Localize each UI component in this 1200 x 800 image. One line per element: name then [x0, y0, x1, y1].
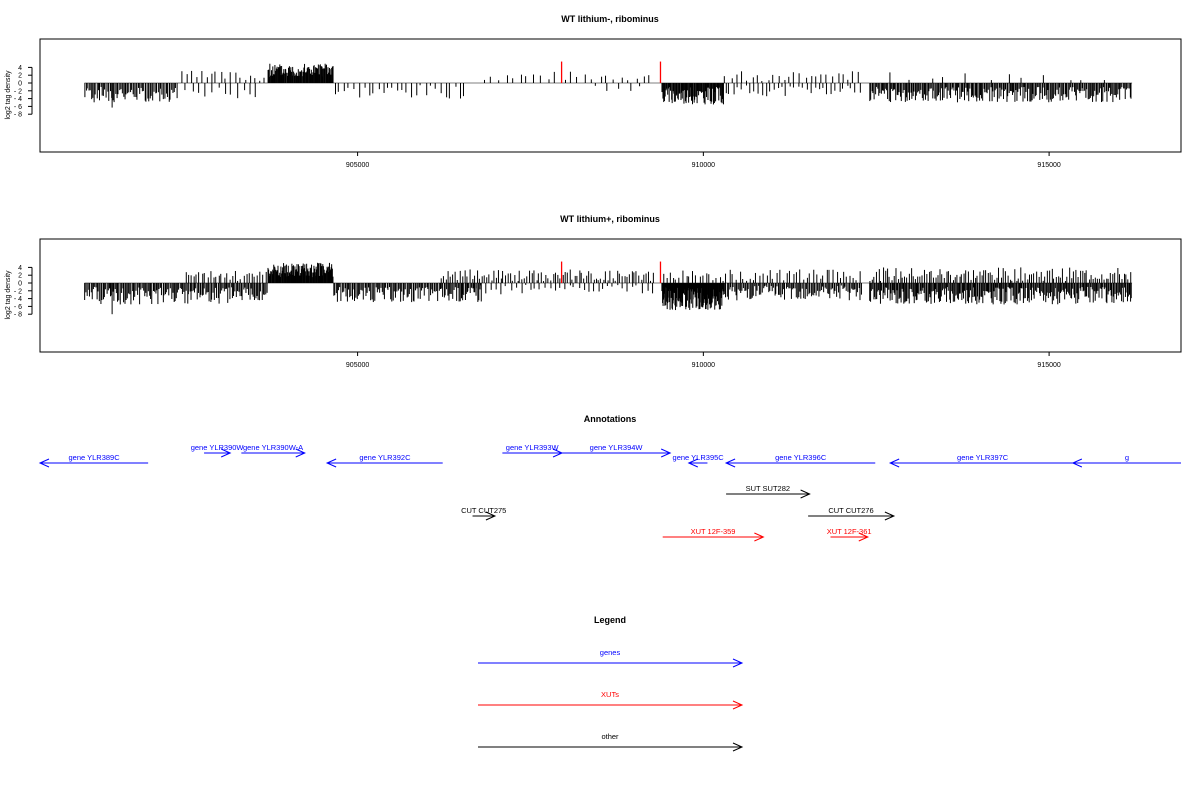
track-panel-lithium-minus: WT lithium-, ribominus log2 tag density … [5, 14, 1182, 169]
y-tick-label: 2 [18, 73, 22, 80]
legend-arrow-head [732, 700, 744, 710]
annotation-feature: gene YLR395C [673, 453, 725, 468]
legend-panel: Legend genes XUTs other [478, 615, 744, 752]
arrow-head [754, 532, 765, 542]
legend-label: genes [600, 648, 621, 657]
feature-label: gene YLR393W [506, 443, 560, 452]
feature-label: gene YLR390W-A [243, 443, 303, 452]
legend-entry: genes [478, 648, 744, 668]
plot-frame [39, 238, 1182, 353]
arrow-head [220, 448, 232, 458]
x-axis: 905000 910000 915000 [346, 152, 1061, 169]
legend-label: XUTs [601, 690, 619, 699]
annotations-title: Annotations [584, 414, 637, 424]
feature-label: gene YLR390W [191, 443, 245, 452]
annotation-feature: CUT CUT276 [808, 506, 896, 521]
y-tick-label: - 6 [14, 304, 22, 311]
annotation-feature: gene YLR396C [724, 453, 876, 468]
annotation-feature: gene YLR392C [325, 453, 443, 468]
annotation-feature: g [1071, 453, 1181, 468]
arrow-head [888, 458, 900, 468]
y-tick-label: - 4 [14, 96, 22, 103]
annotation-feature: CUT CUT275 [461, 506, 506, 521]
legend-arrow-head [732, 742, 744, 752]
feature-label: XUT 12F-361 [827, 527, 872, 536]
legend-entry: XUTs [478, 690, 744, 710]
feature-label: gene YLR396C [775, 453, 827, 462]
arrow-head [1071, 458, 1083, 468]
arrow-head [858, 532, 870, 542]
annotation-feature: XUT 12F-359 [662, 527, 765, 542]
feature-label: CUT CUT276 [828, 506, 873, 515]
annotation-feature: gene YLR390W-A [241, 443, 306, 458]
data-bars [84, 61, 1133, 108]
x-tick-label: 905000 [346, 362, 369, 369]
x-tick-label: 915000 [1037, 362, 1060, 369]
x-tick-label: 915000 [1037, 162, 1060, 169]
annotation-feature: gene YLR397C [888, 453, 1076, 468]
feature-label: gene YLR389C [68, 453, 120, 462]
y-axis: 420- 2- 4- 6- 8 [14, 265, 33, 319]
x-axis: 905000 910000 915000 [346, 352, 1061, 369]
annotation-feature: gene YLR394W [562, 443, 672, 458]
y-tick-label: - 2 [14, 88, 22, 95]
y-tick-label: - 2 [14, 288, 22, 295]
arrow-head [325, 458, 337, 468]
y-tick-label: 2 [18, 273, 22, 280]
arrow-head [800, 489, 811, 499]
y-tick-label: 0 [18, 81, 22, 88]
feature-label: g [1125, 453, 1129, 462]
annotation-feature: SUT SUT282 [726, 484, 811, 499]
arrow-head [485, 511, 497, 521]
y-axis-label: log2 tag density [5, 70, 12, 120]
feature-label: XUT 12F-359 [691, 527, 736, 536]
y-tick-label: 4 [18, 265, 22, 272]
legend-items: genes XUTs other [478, 648, 744, 752]
x-tick-label: 910000 [692, 162, 715, 169]
arrow-head [724, 458, 736, 468]
y-tick-label: 4 [18, 65, 22, 72]
track-panel-lithium-plus: WT lithium+, ribominus log2 tag density … [5, 214, 1182, 369]
arrow-head [884, 511, 896, 521]
arrow-head [687, 458, 699, 468]
y-tick-label: - 4 [14, 296, 22, 303]
x-tick-label: 905000 [346, 162, 369, 169]
annotation-feature: gene YLR393W [502, 443, 564, 458]
x-tick-label: 910000 [692, 362, 715, 369]
annotation-feature: XUT 12F-361 [827, 527, 872, 542]
y-axis-label: log2 tag density [5, 270, 12, 320]
track-title: WT lithium-, ribominus [561, 14, 659, 24]
feature-label: CUT CUT275 [461, 506, 506, 515]
arrow-head [295, 448, 306, 458]
feature-label: gene YLR392C [359, 453, 411, 462]
annotation-items: gene YLR389C gene YLR390W gene YLR390W-A ge… [38, 443, 1181, 542]
plot-frame [39, 38, 1182, 153]
legend-arrow-head [732, 658, 744, 668]
annotation-feature: gene YLR390W [191, 443, 245, 458]
y-tick-label: - 6 [14, 104, 22, 111]
arrow-head [660, 448, 672, 458]
annotation-feature: gene YLR389C [38, 453, 149, 468]
track-title: WT lithium+, ribominus [560, 214, 660, 224]
feature-label: gene YLR395C [673, 453, 725, 462]
y-tick-label: - 8 [14, 112, 22, 119]
legend-title: Legend [594, 615, 626, 625]
y-tick-label: - 8 [14, 312, 22, 319]
feature-label: gene YLR397C [957, 453, 1009, 462]
legend-label: other [601, 732, 619, 741]
y-axis: 420- 2- 4- 6- 8 [14, 65, 33, 119]
arrow-head [38, 458, 50, 468]
feature-label: SUT SUT282 [746, 484, 790, 493]
data-bars [84, 261, 1133, 315]
legend-entry: other [478, 732, 744, 752]
y-tick-label: 0 [18, 281, 22, 288]
feature-label: gene YLR394W [590, 443, 644, 452]
